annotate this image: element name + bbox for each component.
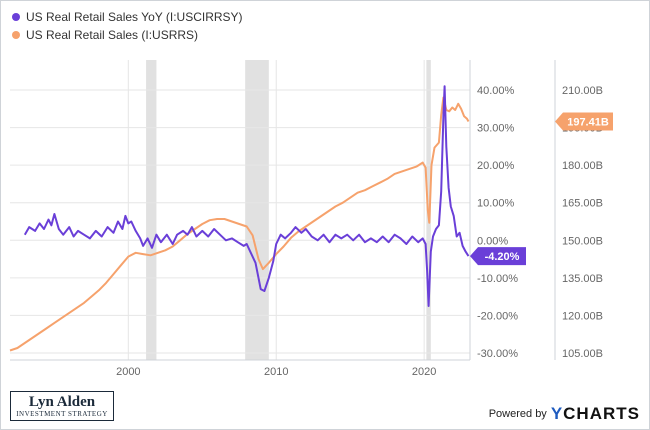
recession-band-1 <box>245 60 269 360</box>
author-name: Lyn Alden <box>28 394 96 410</box>
left-axis-tick-label: 40.00% <box>477 85 515 97</box>
last-value-label-level: 197.41B <box>567 117 609 129</box>
right-axis-tick-label: 210.00B <box>562 85 603 97</box>
right-axis-tick-label: 105.00B <box>562 348 603 360</box>
left-axis-tick-label: -20.00% <box>477 310 518 322</box>
powered-by-label: Powered by <box>488 408 547 420</box>
left-axis-tick-label: -10.00% <box>477 273 518 285</box>
chart-svg: 40.00% 30.00% 20.00% 10.00% 0.00% -10.00% -20.… <box>9 60 613 378</box>
right-axis-tick-label: 120.00B <box>562 310 603 322</box>
right-axis-tick-label: 135.00B <box>562 273 603 285</box>
right-axis-tick-label: 180.00B <box>562 160 603 172</box>
x-axis-tick-label-2010: 2010 <box>264 366 288 378</box>
powered-by-ycharts[interactable]: Powered by YCHARTS <box>489 404 640 424</box>
last-value-flag-level <box>555 112 613 131</box>
left-axis-tick-label: 10.00% <box>477 198 515 210</box>
legend-item-yoy[interactable]: US Real Retail Sales YoY (I:USCIRRSY) <box>12 10 243 24</box>
left-axis-tick-label: 0.00% <box>477 235 508 247</box>
series-line-yoy <box>23 85 470 307</box>
legend-label-level: US Real Retail Sales (I:USRRS) <box>26 28 199 42</box>
x-axis-tick-label-2020: 2020 <box>412 366 436 378</box>
left-axis-tick-label: 30.00% <box>477 123 515 135</box>
legend-dot-yoy <box>12 13 20 21</box>
recession-band-0 <box>146 60 157 360</box>
left-axis-tick-label: -30.00% <box>477 348 518 360</box>
x-axis-tick-label-2000: 2000 <box>116 366 140 378</box>
legend-item-level[interactable]: US Real Retail Sales (I:USRRS) <box>12 28 198 42</box>
author-logo: Lyn Alden INVESTMENT STRATEGY <box>10 391 114 421</box>
ycharts-logo-y: Y <box>550 404 564 423</box>
legend-dot-level <box>12 31 20 39</box>
author-subtitle: INVESTMENT STRATEGY <box>16 410 108 418</box>
legend-label-yoy: US Real Retail Sales YoY (I:USCIRRSY) <box>26 10 243 24</box>
right-axis-tick-label: 150.00B <box>562 235 603 247</box>
ycharts-logo-rest: CHARTS <box>563 404 640 423</box>
ycharts-logo: YCHARTS <box>551 404 640 424</box>
right-axis-tick-label: 165.00B <box>562 198 603 210</box>
last-value-flag-yoy <box>470 247 526 266</box>
last-value-label-yoy: -4.20% <box>485 251 520 263</box>
series-line-level <box>9 96 470 352</box>
left-axis-tick-label: 20.00% <box>477 160 515 172</box>
